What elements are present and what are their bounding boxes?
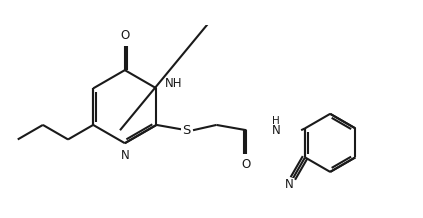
Text: O: O bbox=[120, 29, 129, 42]
Text: S: S bbox=[182, 124, 191, 137]
Text: O: O bbox=[242, 158, 251, 171]
Text: H: H bbox=[272, 116, 280, 126]
Text: N: N bbox=[272, 124, 280, 137]
Text: N: N bbox=[285, 178, 294, 191]
Text: NH: NH bbox=[165, 77, 182, 90]
Text: N: N bbox=[121, 149, 129, 162]
